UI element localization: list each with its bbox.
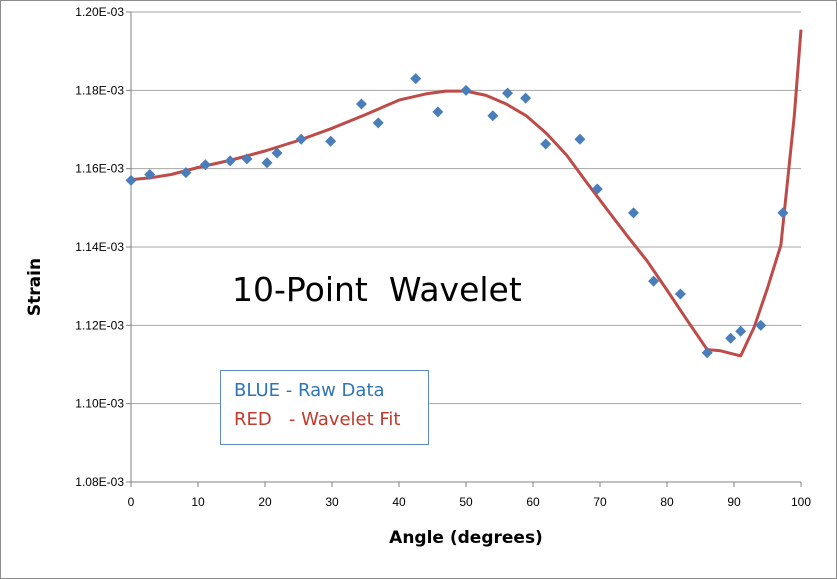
x-tick-label: 70 — [593, 495, 607, 509]
x-tick-label: 50 — [459, 495, 473, 509]
y-tick-label: 1.18E-03 — [75, 83, 124, 97]
raw-data-point — [199, 159, 211, 171]
x-axis-title: Angle (degrees) — [389, 528, 543, 548]
raw-data-point — [241, 153, 253, 165]
raw-data-point — [777, 207, 789, 219]
raw-data-point — [355, 98, 367, 110]
raw-data-point — [628, 207, 639, 219]
raw-data-point — [125, 174, 137, 186]
raw-data-point — [410, 73, 422, 85]
legend-raw-data: BLUE - Raw Data — [234, 380, 385, 401]
axes — [126, 11, 802, 487]
x-tick-label: 90 — [727, 495, 741, 509]
y-tick-label: 1.16E-03 — [75, 162, 124, 176]
raw-data-point — [487, 110, 499, 122]
x-tick-label: 10 — [191, 495, 205, 509]
raw-data-point — [325, 135, 337, 147]
y-tick-label: 1.14E-03 — [75, 240, 124, 254]
raw-data-point — [432, 106, 444, 118]
raw-data-point — [261, 157, 273, 169]
y-tick-label: 1.10E-03 — [75, 397, 124, 411]
raw-data-point — [271, 147, 283, 159]
raw-data-point — [372, 117, 384, 129]
raw-data-point — [725, 332, 737, 344]
x-tick-label: 30 — [325, 495, 339, 509]
raw-data-series — [125, 73, 789, 359]
raw-data-point — [502, 87, 514, 99]
x-tick-label: 80 — [660, 495, 674, 509]
grid-lines — [131, 11, 801, 405]
raw-data-point — [755, 319, 767, 331]
x-tick-labels: 0 10 20 30 40 50 60 70 80 90 100 — [128, 495, 812, 509]
raw-data-point — [574, 133, 586, 145]
x-tick-label: 40 — [392, 495, 406, 509]
chart-title: 10-Point Wavelet — [232, 270, 522, 309]
x-tick-label: 60 — [526, 495, 540, 509]
y-tick-label: 1.20E-03 — [75, 5, 124, 19]
raw-data-point — [591, 183, 603, 195]
y-tick-labels: 1.08E-03 1.10E-03 1.12E-03 1.14E-03 1.16E-03… — [75, 5, 124, 489]
y-tick-label: 1.12E-03 — [75, 318, 124, 332]
raw-data-point — [224, 155, 236, 167]
y-tick-label: 1.08E-03 — [75, 475, 124, 489]
x-tick-label: 20 — [258, 495, 272, 509]
raw-data-point — [144, 169, 156, 181]
y-axis-title: Strain — [25, 258, 45, 316]
raw-data-point — [674, 288, 686, 300]
legend-box: BLUE - Raw Data RED - Wavelet Fit — [220, 370, 429, 445]
raw-data-point — [180, 167, 192, 179]
raw-data-point — [701, 347, 713, 359]
raw-data-point — [460, 84, 472, 96]
x-tick-label: 100 — [791, 495, 811, 509]
raw-data-point — [295, 133, 307, 145]
raw-data-point — [540, 138, 552, 150]
raw-data-point — [520, 92, 532, 104]
wavelet-fit-series — [130, 29, 803, 358]
x-tick-label: 0 — [128, 495, 135, 509]
raw-data-point — [735, 325, 747, 337]
wavelet-fit-line — [130, 29, 803, 358]
raw-data-point — [648, 275, 660, 287]
legend-wavelet-fit: RED - Wavelet Fit — [234, 409, 401, 430]
